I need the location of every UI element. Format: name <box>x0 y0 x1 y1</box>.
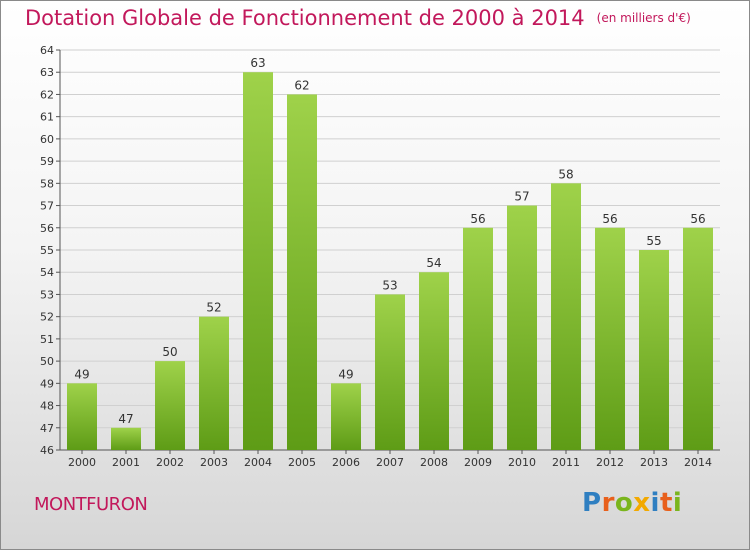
y-tick-label: 54 <box>40 266 54 279</box>
bar <box>155 361 185 450</box>
y-tick-label: 49 <box>40 377 54 390</box>
bar <box>463 227 493 450</box>
bar <box>595 227 625 450</box>
bar <box>243 72 273 450</box>
bar-value-label: 57 <box>514 190 529 204</box>
bar <box>111 427 141 450</box>
x-tick-label: 2007 <box>376 456 404 469</box>
bar-value-label: 56 <box>602 212 617 226</box>
logo-letter: P <box>582 488 602 518</box>
y-tick-label: 57 <box>40 200 54 213</box>
bar-value-label: 49 <box>74 367 89 381</box>
logo-letter: o <box>614 488 634 518</box>
x-tick-label: 2011 <box>552 456 580 469</box>
logo-letter: i <box>672 488 683 518</box>
logo-letter: i <box>650 488 660 518</box>
bar-value-label: 63 <box>250 56 265 70</box>
bar <box>331 383 361 450</box>
y-tick-label: 55 <box>40 244 54 257</box>
commune-name: MONTFURON <box>34 494 148 515</box>
bar <box>419 272 449 450</box>
bar-value-label: 58 <box>558 167 573 181</box>
x-tick-label: 2003 <box>200 456 228 469</box>
y-tick-label: 60 <box>40 133 54 146</box>
chart-title-unit: (en milliers d'€) <box>596 11 691 25</box>
x-tick-label: 2012 <box>596 456 624 469</box>
x-tick-label: 2006 <box>332 456 360 469</box>
y-tick-label: 63 <box>40 66 54 79</box>
x-tick-label: 2002 <box>156 456 184 469</box>
bar-value-label: 55 <box>646 234 661 248</box>
y-tick-label: 64 <box>40 44 54 57</box>
y-tick-label: 50 <box>40 355 54 368</box>
y-tick-label: 48 <box>40 400 54 413</box>
logo-letter: x <box>633 488 651 518</box>
bar-value-label: 52 <box>206 301 221 315</box>
bar <box>551 183 581 451</box>
logo-letter: t <box>659 488 673 518</box>
y-tick-label: 53 <box>40 288 54 301</box>
x-tick-label: 2000 <box>68 456 96 469</box>
x-tick-label: 2014 <box>684 456 712 469</box>
chart-title: Dotation Globale de Fonctionnement de 20… <box>25 6 691 30</box>
bar <box>683 227 713 450</box>
x-tick-label: 2001 <box>112 456 140 469</box>
bar-value-label: 56 <box>470 212 485 226</box>
bar-value-label: 47 <box>118 412 133 426</box>
bar-value-label: 49 <box>338 367 353 381</box>
bar <box>199 316 229 450</box>
x-tick-label: 2013 <box>640 456 668 469</box>
bar-value-label: 56 <box>690 212 705 226</box>
bar-value-label: 54 <box>426 256 441 270</box>
y-tick-label: 58 <box>40 177 54 190</box>
bar <box>287 94 317 450</box>
x-tick-label: 2010 <box>508 456 536 469</box>
bar-value-label: 53 <box>382 278 397 292</box>
x-tick-label: 2005 <box>288 456 316 469</box>
y-tick-label: 52 <box>40 311 54 324</box>
y-tick-label: 51 <box>40 333 54 346</box>
bar <box>67 383 97 450</box>
y-tick-label: 56 <box>40 222 54 235</box>
bar <box>639 250 669 450</box>
proxiti-logo: Proxiti <box>582 488 682 518</box>
y-tick-label: 62 <box>40 88 54 101</box>
bar <box>507 205 537 450</box>
logo-letter: r <box>601 488 615 518</box>
chart-title-main: Dotation Globale de Fonctionnement de 20… <box>25 6 585 30</box>
y-tick-label: 47 <box>40 422 54 435</box>
x-tick-label: 2008 <box>420 456 448 469</box>
x-tick-label: 2009 <box>464 456 492 469</box>
bar <box>375 294 405 450</box>
bar-value-label: 50 <box>162 345 177 359</box>
y-tick-label: 61 <box>40 111 54 124</box>
x-tick-label: 2004 <box>244 456 272 469</box>
y-tick-label: 59 <box>40 155 54 168</box>
y-tick-label: 46 <box>40 444 54 457</box>
bar-value-label: 62 <box>294 78 309 92</box>
